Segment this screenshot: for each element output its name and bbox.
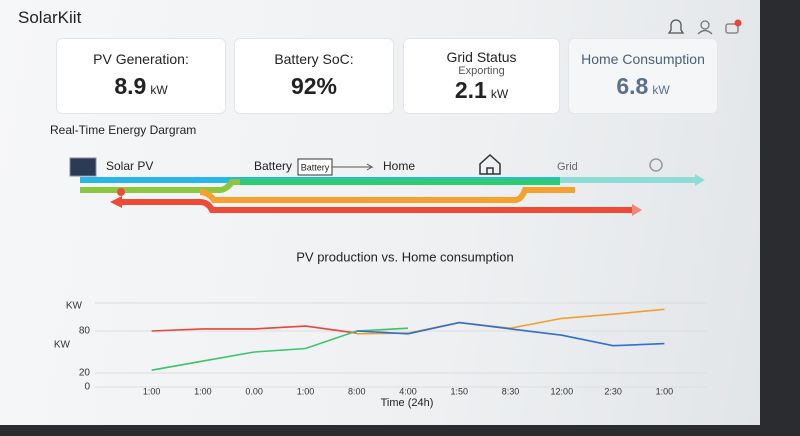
card: PV Generation: 8.9 kW [56,38,226,114]
flow-arrow [632,204,642,216]
card-label: Grid Status [446,49,517,65]
home-icon [479,153,501,175]
card-value: 6.8 [616,73,649,99]
screen: SolarKiit PV Generation: 8.9 kW Battery S… [0,0,760,425]
flow-dot [117,188,125,196]
card: Grid Status Exporting 2.1 kW [403,38,560,114]
card-value: 92% [290,73,338,99]
flow-band [80,179,560,193]
energy-diagram: Real-Time Energy Dargram Solar PV Batter… [50,123,705,216]
y-axis-label: KW [54,340,71,351]
x-tick-label: 1:00 [194,386,212,396]
arrow [332,163,374,171]
solar-panel-icon [69,157,97,177]
node-label: Battery [254,159,292,173]
card-label: Home Consumption [581,51,705,67]
series-line [151,327,409,371]
y-axis-label: KW [66,301,83,312]
card-value: 2.1 [454,77,487,103]
card-sublabel: Exporting [458,65,505,77]
notification-dot [734,19,742,27]
x-tick-label: 4:00 [399,386,417,396]
x-tick-label: 2:30 [604,386,622,396]
bell-icon[interactable] [667,19,685,34]
chart-title: PV production vs. Home consumption [296,249,514,264]
card-label: PV Generation: [93,51,189,67]
y-tick-label: 0 [84,382,90,393]
x-tick-label: 1:00 [656,386,674,396]
line-chart: PV production vs. Home consumption Time … [54,249,707,409]
x-axis-label: Time (24h) [381,397,434,409]
node-label: Solar PV [106,159,153,173]
card-unit: kW [150,83,168,97]
app-title: SolarKiit [18,8,82,27]
card-label: Battery SoC: [274,51,354,67]
user-icon-body [697,29,713,35]
flow-band [120,199,632,213]
x-tick-label: 8:00 [348,386,366,396]
card-value: 8.9 [114,73,147,99]
battery-box-label: Battery [301,162,330,172]
card-unit: kW [490,87,509,101]
card: Home Consumption 6.8 kW [568,38,718,114]
y-tick-label: 80 [79,326,91,337]
diagram-title: Real-Time Energy Dargram [50,123,196,137]
flow-arrow [695,174,705,186]
header-icons [667,19,742,35]
flow-band [199,187,575,203]
x-tick-label: 1:00 [143,386,161,396]
series-line [356,321,665,347]
cart-icon[interactable] [725,23,739,34]
x-tick-label: 1:00 [297,386,315,396]
sun-icon [649,158,663,172]
card: Battery SoC: 92% [234,38,394,114]
y-tick-label: 20 [79,368,91,379]
flow-arrow [110,196,122,208]
x-tick-label: 1:50 [451,386,469,396]
x-tick-label: 0.00 [245,386,263,396]
series-line [356,308,665,335]
node-label: Grid [557,161,578,173]
card-unit: kW [652,83,670,97]
series-line [151,325,357,334]
x-tick-label: 8:30 [502,386,520,396]
node-label: Home [383,159,415,173]
user-icon[interactable] [700,20,710,30]
x-tick-label: 12:00 [551,386,574,396]
